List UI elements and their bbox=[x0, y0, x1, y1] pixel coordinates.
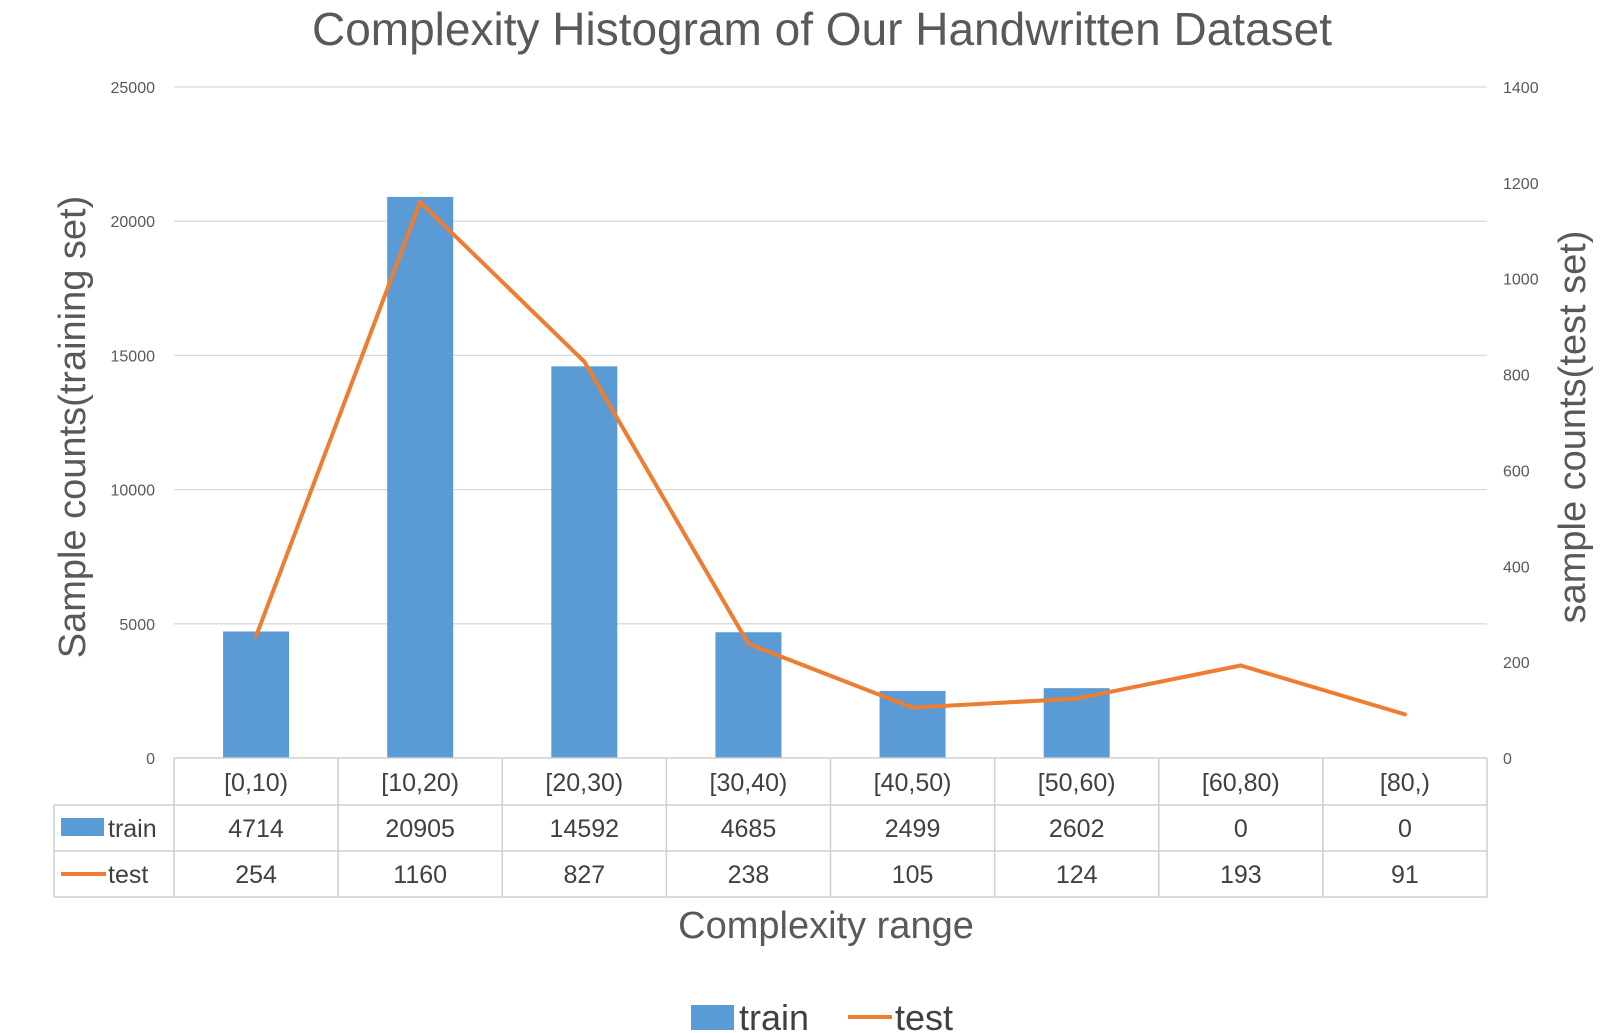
point-test bbox=[582, 359, 587, 364]
right-axis-ticks: 0 200 400 600 800 1000 1200 1400 bbox=[1503, 80, 1539, 768]
x-tick-label: [60,80) bbox=[1202, 769, 1280, 797]
x-tick-label: [30,40) bbox=[710, 769, 788, 797]
legend-label-train: train bbox=[739, 997, 809, 1033]
y-tick-label-left: 10000 bbox=[111, 483, 156, 500]
table-row-label-train: train bbox=[108, 815, 157, 843]
table-cell-train: 0 bbox=[1398, 815, 1412, 843]
table-cell-train: 0 bbox=[1234, 815, 1248, 843]
table-cell-train: 2602 bbox=[1049, 815, 1105, 843]
table-cell-test: 124 bbox=[1056, 861, 1098, 889]
table-cell-train: 20905 bbox=[385, 815, 455, 843]
x-tick-label: [20,30) bbox=[545, 769, 623, 797]
table-cell-test: 105 bbox=[892, 861, 934, 889]
y-tick-label-right: 1200 bbox=[1503, 176, 1539, 193]
point-test bbox=[910, 705, 915, 710]
x-tick-label: [80,) bbox=[1380, 769, 1430, 797]
table-cell-test: 827 bbox=[563, 861, 605, 889]
y-axis-left-title: Sample counts(training set) bbox=[52, 196, 94, 659]
point-test bbox=[1238, 663, 1243, 668]
y-tick-label-left: 0 bbox=[146, 751, 155, 768]
bar-train bbox=[387, 196, 454, 759]
x-tick-label: [40,50) bbox=[874, 769, 952, 797]
table-key-train bbox=[61, 818, 104, 836]
x-tick-label: [0,10) bbox=[224, 769, 288, 797]
left-axis-ticks: 0 5000 10000 15000 20000 25000 bbox=[111, 80, 156, 768]
y-axis-right-title: sample counts(test set) bbox=[1552, 231, 1594, 624]
y-tick-label-right: 800 bbox=[1503, 368, 1530, 385]
table-cell-test: 193 bbox=[1220, 861, 1262, 889]
test-line bbox=[254, 200, 1407, 717]
y-tick-label-left: 15000 bbox=[111, 348, 156, 365]
y-tick-label-right: 400 bbox=[1503, 559, 1530, 576]
line-test bbox=[254, 200, 1406, 717]
y-tick-label-right: 0 bbox=[1503, 751, 1512, 768]
y-tick-label-left: 5000 bbox=[119, 617, 155, 634]
bar-train bbox=[551, 366, 618, 758]
data-table: [0,10) [10,20) [20,30) [30,40) [40,50) [50,60… bbox=[53, 757, 1488, 898]
table-cell-train: 14592 bbox=[550, 815, 620, 843]
table-cell-test: 91 bbox=[1391, 861, 1419, 889]
table-cell-test: 238 bbox=[728, 861, 770, 889]
point-test bbox=[418, 200, 423, 205]
table-cell-train: 2499 bbox=[885, 815, 941, 843]
table-cell-train: 4714 bbox=[228, 815, 284, 843]
y-tick-label-right: 1400 bbox=[1503, 80, 1539, 97]
y-tick-label-left: 20000 bbox=[111, 214, 156, 231]
table-cell-train: 4685 bbox=[721, 815, 777, 843]
legend-swatch-train bbox=[691, 1005, 734, 1030]
train-bars bbox=[223, 196, 1110, 759]
legend-label-test: test bbox=[895, 997, 953, 1033]
x-tick-label: [10,20) bbox=[381, 769, 459, 797]
x-axis-title: Complexity range bbox=[678, 905, 974, 947]
chart-title: Complexity Histogram of Our Handwritten … bbox=[312, 3, 1332, 55]
point-test bbox=[254, 634, 259, 639]
point-test bbox=[746, 641, 751, 646]
legend: train test bbox=[691, 997, 953, 1033]
y-tick-label-right: 600 bbox=[1503, 463, 1530, 480]
table-row-label-test: test bbox=[108, 861, 148, 889]
point-test bbox=[1074, 696, 1079, 701]
table-cell-test: 254 bbox=[235, 861, 277, 889]
y-tick-label-right: 1000 bbox=[1503, 272, 1539, 289]
gridlines bbox=[174, 86, 1487, 625]
x-tick-label: [50,60) bbox=[1038, 769, 1116, 797]
y-tick-label-right: 200 bbox=[1503, 655, 1530, 672]
table-cell-test: 1160 bbox=[393, 861, 447, 889]
bar-train bbox=[223, 631, 290, 758]
point-test bbox=[1402, 712, 1407, 717]
bar-train bbox=[879, 690, 946, 758]
y-tick-label-left: 25000 bbox=[111, 80, 156, 97]
